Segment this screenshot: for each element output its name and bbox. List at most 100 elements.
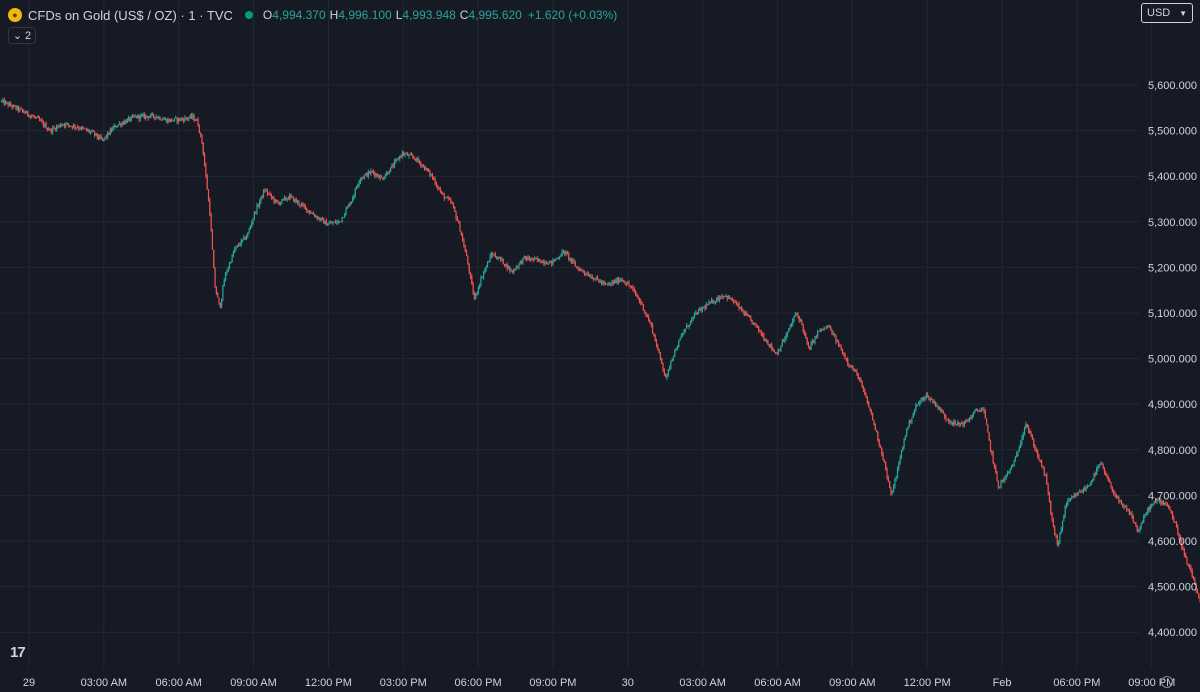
candle-body (713, 302, 715, 304)
candle-body (1116, 497, 1119, 498)
candle-body (735, 302, 737, 304)
candle-body (822, 329, 824, 331)
x-tick-label: 03:00 PM (380, 677, 427, 689)
candle-body (1064, 506, 1066, 516)
candle-body (688, 325, 690, 327)
candle-body (79, 128, 81, 130)
candle-body (15, 106, 17, 109)
candle-body (486, 262, 489, 267)
candle-body (14, 105, 16, 107)
candle-body (421, 165, 423, 167)
candle-body (188, 117, 190, 119)
candle-body (240, 240, 242, 245)
candle-body (268, 193, 270, 195)
candle-body (548, 261, 550, 265)
candle-body (738, 304, 740, 309)
candle-body (551, 260, 553, 265)
price-axis[interactable]: 5,600.000 5,500.000 5,400.000 5,300.000 5,20… (1148, 80, 1197, 639)
candle-body (66, 123, 68, 125)
candle-body (122, 122, 124, 124)
candle-body (687, 325, 689, 327)
candle-body (1085, 488, 1087, 490)
candle-body (223, 280, 225, 287)
candle-body (260, 196, 262, 202)
collapse-indicators-button[interactable]: ⌄ 2 (8, 27, 36, 44)
symbol-title[interactable]: CFDs on Gold (US$ / OZ) · 1 · TVC (28, 7, 233, 23)
candle-body (1021, 437, 1023, 443)
candle-body (396, 158, 398, 160)
candle-body (785, 334, 787, 339)
candle-body (1090, 480, 1092, 485)
candle-body (315, 216, 317, 218)
candle-body (468, 264, 470, 273)
gear-icon[interactable] (1161, 676, 1173, 688)
candle-body (357, 184, 359, 188)
candle-body (358, 181, 360, 185)
candle-body (941, 411, 943, 413)
candle-body (848, 363, 850, 366)
candle-body (1114, 493, 1116, 495)
candle-body (729, 296, 731, 300)
candle-body (342, 217, 345, 218)
candle-body (261, 196, 263, 198)
candle-body (340, 221, 342, 223)
candle-body (1099, 463, 1102, 466)
candle-body (1115, 494, 1117, 498)
candle-body (739, 306, 741, 309)
tradingview-logo[interactable]: 17 (10, 644, 26, 661)
candle-body (278, 202, 280, 205)
candle-body (172, 120, 174, 122)
candle-body (674, 349, 676, 356)
candle-body (1094, 473, 1096, 475)
candle-body (523, 256, 525, 258)
candle-body (348, 204, 350, 207)
candle-body (286, 198, 288, 200)
candle-body (617, 278, 620, 283)
currency-selector[interactable]: USD ▼ (1141, 3, 1193, 23)
candle-body (1061, 520, 1064, 530)
candle-body (767, 340, 769, 345)
candle-body (1179, 537, 1182, 540)
candle-body (703, 306, 705, 308)
candle-body (49, 129, 51, 131)
candle-body (1124, 506, 1127, 508)
time-axis[interactable]: 29 03:00 AM 06:00 AM 09:00 AM 12:00 PM 03:00 … (23, 677, 1175, 689)
candle-body (236, 245, 238, 247)
x-tick-label: 06:00 PM (1053, 677, 1100, 689)
candle-body (100, 136, 102, 139)
candle-body (57, 126, 59, 128)
candle-body (500, 257, 502, 260)
candle-body (473, 293, 476, 299)
candle-body (839, 346, 841, 347)
candle-body (1189, 565, 1191, 568)
candle-body (716, 297, 718, 302)
candle-body (849, 365, 851, 368)
candle-body (798, 316, 800, 321)
low-value: 4,993.948 (402, 8, 456, 22)
candle-body (805, 333, 807, 338)
candle-body (507, 266, 510, 269)
candle-body (489, 255, 491, 262)
candle-body (577, 267, 579, 269)
candle-body (1096, 468, 1098, 475)
candle-body (497, 258, 499, 260)
candle-body (455, 211, 457, 219)
candle-body (1022, 433, 1024, 438)
candle-body (1092, 478, 1094, 481)
candle-body (899, 457, 901, 464)
candle-body (574, 262, 576, 267)
candle-body (930, 398, 933, 400)
candle-body (502, 258, 504, 265)
candle-body (607, 284, 609, 285)
change-value: +1.620 (+0.03%) (527, 8, 618, 22)
candle-body (417, 157, 419, 162)
candle-body (835, 335, 837, 342)
candle-body (410, 154, 413, 156)
candle-body (686, 325, 688, 329)
candle-body (1063, 515, 1065, 521)
candle-body (932, 399, 934, 403)
candle-body (341, 217, 343, 222)
y-tick-label: 4,400.000 (1148, 627, 1197, 639)
candle-body (1132, 516, 1134, 523)
